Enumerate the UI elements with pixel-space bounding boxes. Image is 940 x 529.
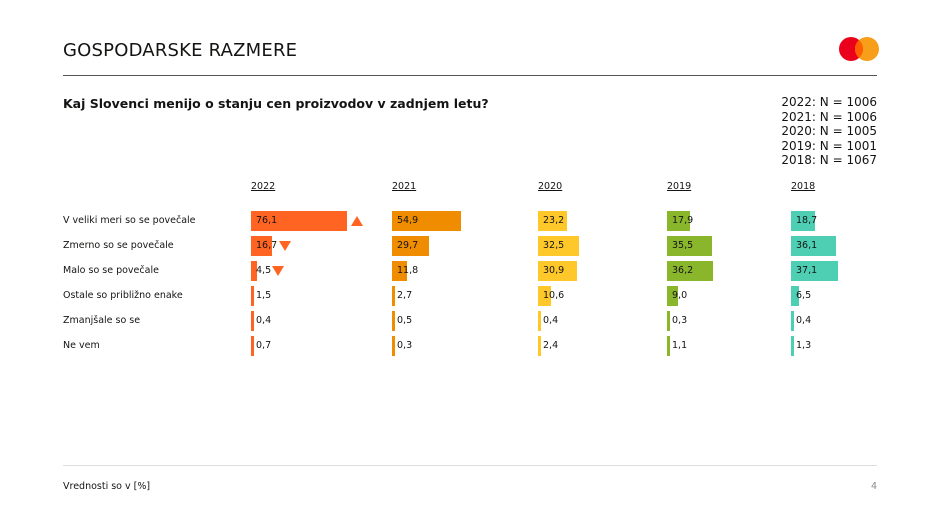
data-label: 54,9 [397, 215, 419, 226]
bar [251, 286, 254, 306]
data-label: 18,7 [796, 215, 818, 226]
series-label: 2021 [392, 181, 417, 192]
bar [667, 286, 679, 306]
data-label: 0,5 [397, 315, 413, 326]
data-label: 16,7 [256, 240, 278, 251]
data-label: 37,1 [796, 265, 818, 276]
bar [791, 261, 838, 281]
page-title: GOSPODARSKE RAZMERE [63, 40, 298, 61]
bar [392, 286, 396, 306]
data-label: 6,5 [796, 290, 812, 301]
data-label: 36,1 [796, 240, 818, 251]
sample-size: 2019: N = 1001 [781, 138, 877, 153]
category-label: Zmerno so se povečale [63, 240, 174, 251]
bar [251, 211, 347, 231]
data-label: 36,2 [672, 265, 694, 276]
data-label: 0,4 [256, 315, 272, 326]
footer-note: Vrednosti so v [%] [63, 481, 151, 492]
category-label: V veliki meri so se povečale [63, 215, 196, 226]
sample-size: 2020: N = 1005 [781, 124, 877, 138]
mastercard-logo [839, 37, 879, 61]
bar [667, 311, 670, 331]
bar [392, 336, 395, 356]
bar [251, 236, 273, 256]
category-label: Malo so se povečale [63, 265, 159, 276]
data-label: 2,7 [397, 290, 413, 301]
category-label: Zmanjšale so se [63, 315, 141, 326]
data-label: 0,3 [397, 340, 413, 351]
data-label: 23,2 [543, 215, 565, 226]
bar [667, 336, 670, 356]
triangle-down-icon [272, 266, 284, 276]
data-label: 76,1 [256, 215, 278, 226]
triangle-down-icon [279, 241, 291, 251]
bar [392, 261, 407, 281]
data-label: 1,1 [672, 340, 688, 351]
data-label: 35,5 [672, 240, 694, 251]
bar [791, 336, 794, 356]
bar [791, 311, 794, 331]
data-label: 0,4 [543, 315, 559, 326]
bar [667, 261, 713, 281]
bar [392, 211, 462, 231]
bar [791, 211, 815, 231]
data-label: 11,8 [397, 265, 419, 276]
header-divider [63, 75, 877, 76]
series-label: 2018 [791, 181, 816, 192]
sample-size: 2022: N = 1006 [781, 95, 877, 109]
bar [538, 261, 577, 281]
bar [392, 311, 395, 331]
chart-question: Kaj Slovenci menijo o stanju cen proizvo… [63, 96, 489, 111]
series-label: 2020 [538, 181, 563, 192]
sample-size: 2021: N = 1006 [781, 109, 877, 124]
footer-divider [63, 465, 877, 466]
bar [251, 336, 254, 356]
data-label: 1,5 [256, 290, 272, 301]
series-label: 2019 [667, 181, 692, 192]
bar [791, 236, 837, 256]
sample-sizes: 2022: N = 1006 2021: N = 1006 2020: N = … [781, 95, 877, 168]
bar [538, 211, 568, 231]
data-label: 30,9 [543, 265, 565, 276]
bar [538, 311, 541, 331]
data-label: 1,3 [796, 340, 812, 351]
category-label: Ne vem [63, 340, 100, 351]
bar [667, 236, 712, 256]
bar [538, 336, 542, 356]
bar [392, 236, 430, 256]
series-label: 2022 [251, 181, 276, 192]
data-label: 0,3 [672, 315, 688, 326]
data-label: 2,4 [543, 340, 559, 351]
data-label: 4,5 [256, 265, 272, 276]
triangle-up-icon [350, 216, 363, 226]
data-label: 0,7 [256, 340, 272, 351]
page-number: 4 [870, 481, 877, 492]
data-label: 17,9 [672, 215, 694, 226]
bar [251, 261, 257, 281]
sample-size: 2018: N = 1067 [781, 153, 877, 167]
bar [251, 311, 254, 331]
bar [538, 236, 579, 256]
bar [538, 286, 552, 306]
data-label: 29,7 [397, 240, 419, 251]
data-label: 9,0 [672, 290, 688, 301]
bar [791, 286, 800, 306]
bar [667, 211, 690, 231]
data-label: 0,4 [796, 315, 812, 326]
category-label: Ostale so približno enake [63, 290, 183, 301]
data-label: 32,5 [543, 240, 565, 251]
data-label: 10,6 [543, 290, 565, 301]
